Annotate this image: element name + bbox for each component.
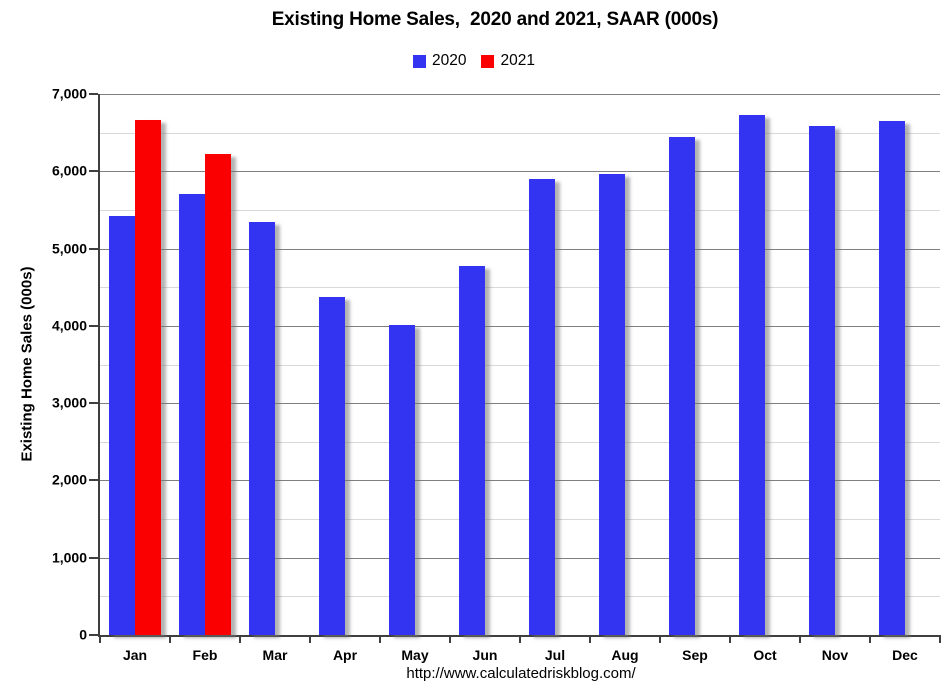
major-gridline <box>100 403 940 405</box>
major-gridline <box>100 325 940 327</box>
bar-group-dec <box>879 94 931 635</box>
x-axis-label-dec: Dec <box>892 647 918 663</box>
legend-label-2021: 2021 <box>500 52 535 69</box>
bar-group-nov <box>809 94 861 635</box>
legend-item-2020: 2020 <box>413 52 467 70</box>
minor-gridline <box>100 364 940 366</box>
x-axis-label-jan: Jan <box>122 647 148 663</box>
bar-2020-apr <box>319 297 345 635</box>
x-axis-label-nov: Nov <box>821 647 849 663</box>
y-axis-tick-label: 0 <box>79 626 87 643</box>
minor-gridline <box>100 132 940 134</box>
x-axis-label-jun: Jun <box>472 647 498 663</box>
minor-gridline <box>100 287 940 289</box>
y-axis-tick <box>89 402 98 405</box>
major-gridline <box>100 248 940 250</box>
y-axis-tick <box>89 170 98 173</box>
bar-2021-jan <box>135 120 161 635</box>
legend-label-2020: 2020 <box>432 52 467 69</box>
y-axis-tick <box>89 324 98 327</box>
y-axis-tick-label: 4,000 <box>51 317 87 334</box>
x-axis-tick <box>729 635 731 643</box>
bar-group-apr <box>319 94 371 635</box>
minor-gridline <box>100 519 940 521</box>
bar-2020-feb <box>179 194 205 635</box>
x-axis-label-mar: Mar <box>262 647 288 663</box>
y-axis-tick <box>89 247 98 250</box>
x-axis-tick <box>239 635 241 643</box>
major-gridline <box>100 557 940 559</box>
major-gridline <box>100 94 940 95</box>
bar-2020-jul <box>529 179 555 635</box>
x-axis-tick <box>799 635 801 643</box>
y-axis-tick-label: 6,000 <box>51 162 87 179</box>
major-gridline <box>100 171 940 173</box>
bar-2020-aug <box>599 173 625 635</box>
x-axis-tick <box>309 635 311 643</box>
legend-swatch-2021-icon <box>481 54 495 68</box>
chart-title: Existing Home Sales, 2020 and 2021, SAAR… <box>271 9 719 30</box>
x-axis-tick <box>869 635 871 643</box>
bar-2020-jun <box>459 266 485 635</box>
bar-group-aug <box>599 94 651 635</box>
y-axis-tick <box>89 93 98 95</box>
minor-gridline <box>100 209 940 211</box>
bar-2020-jan <box>109 216 135 635</box>
major-gridline <box>100 480 940 482</box>
x-axis-tick <box>449 635 451 643</box>
y-axis-tick-label: 1,000 <box>51 549 87 566</box>
bar-group-jan <box>109 94 161 635</box>
bar-group-jun <box>459 94 511 635</box>
y-axis-tick <box>89 479 98 482</box>
footer-url: http://www.calculatedriskblog.com/ <box>406 665 636 682</box>
x-axis-label-may: May <box>401 647 429 663</box>
bar-2020-oct <box>739 114 765 635</box>
x-axis-tick <box>99 635 101 643</box>
bar-2020-dec <box>879 121 905 635</box>
y-axis-tick <box>89 556 98 559</box>
x-axis-label-jul: Jul <box>544 647 566 663</box>
x-axis-tick <box>379 635 381 643</box>
x-axis-tick <box>589 635 591 643</box>
y-axis-tick-label: 7,000 <box>51 85 87 102</box>
legend: 2020 2021 <box>413 52 535 70</box>
x-axis-label-sep: Sep <box>682 647 708 663</box>
bar-group-feb <box>179 94 231 635</box>
bar-2021-feb <box>205 154 231 635</box>
x-axis-tick <box>939 635 941 643</box>
x-axis-tick <box>519 635 521 643</box>
minor-gridline <box>100 441 940 443</box>
bar-2020-mar <box>249 222 275 635</box>
x-axis-label-aug: Aug <box>611 647 639 663</box>
x-axis-label-apr: Apr <box>332 647 358 663</box>
bar-group-oct <box>739 94 791 635</box>
legend-swatch-2020-icon <box>413 54 427 68</box>
x-axis-tick <box>659 635 661 643</box>
y-axis-title: Existing Home Sales (000s) <box>18 266 36 462</box>
y-axis-tick-label: 5,000 <box>51 239 87 256</box>
bar-group-jul <box>529 94 581 635</box>
minor-gridline <box>100 596 940 598</box>
bar-2020-nov <box>809 125 835 635</box>
y-axis-tick-label: 3,000 <box>51 394 87 411</box>
plot-area: 7,000 6,000 5,000 4,000 3,000 2,000 1,000 0 Jan F… <box>52 85 941 663</box>
y-axis-tick-label: 2,000 <box>51 471 87 488</box>
bar-group-mar <box>249 94 301 635</box>
x-axis-tick <box>169 635 171 643</box>
bar-group-sep <box>669 94 721 635</box>
bar-2020-may <box>389 325 415 635</box>
bar-2020-sep <box>669 137 695 635</box>
x-axis-label-oct: Oct <box>753 647 777 663</box>
legend-item-2021: 2021 <box>481 52 535 70</box>
bar-group-may <box>389 94 441 635</box>
y-axis-tick <box>89 634 98 636</box>
x-axis-label-feb: Feb <box>192 647 218 663</box>
